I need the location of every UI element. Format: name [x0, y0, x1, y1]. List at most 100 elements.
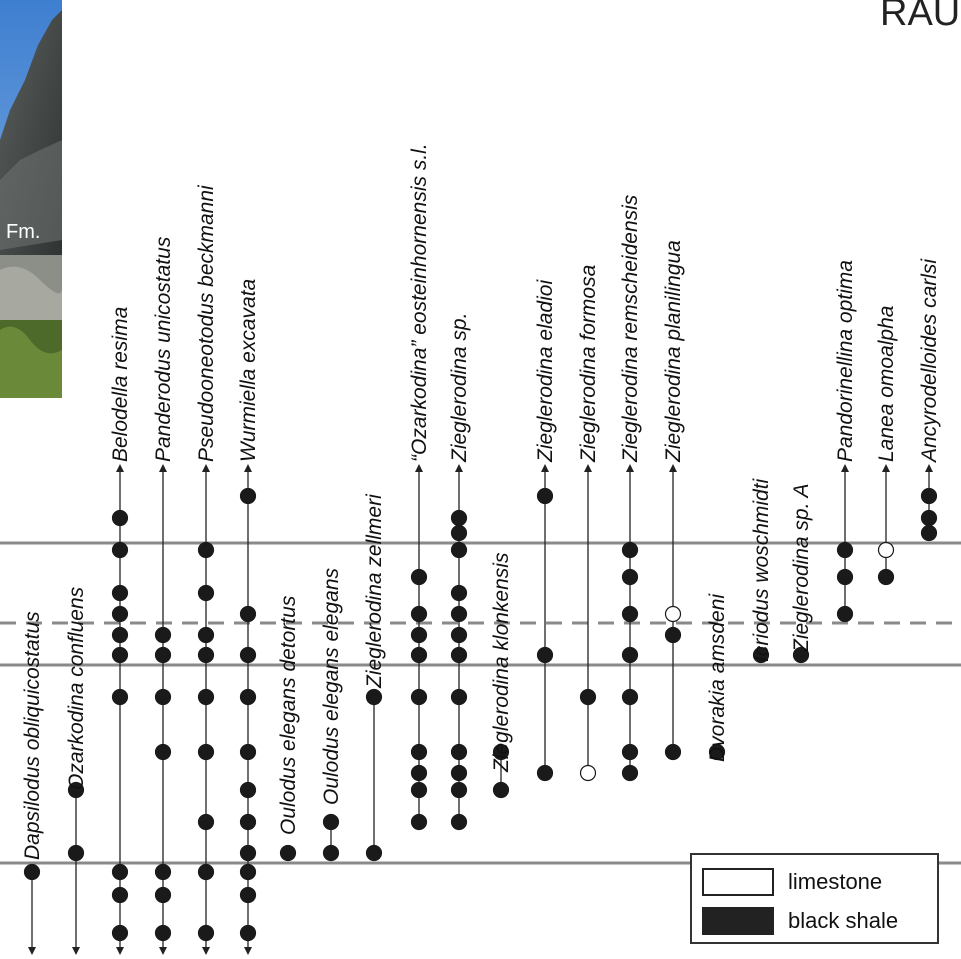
black-shale-occurrence	[450, 813, 468, 831]
black-shale-occurrence	[450, 584, 468, 602]
black-shale-occurrence	[111, 886, 129, 904]
taxon-ranges	[23, 464, 938, 955]
black-shale-occurrence	[197, 584, 215, 602]
range-arrow-down	[28, 947, 36, 955]
black-shale-occurrence	[111, 584, 129, 602]
black-shale-occurrence	[111, 541, 129, 559]
limestone-occurrence	[579, 764, 597, 782]
black-shale-occurrence	[450, 646, 468, 664]
taxon-label: Dapsilodus obliquicostatus	[21, 611, 44, 860]
black-shale-occurrence	[450, 509, 468, 527]
black-shale-occurrence	[239, 886, 257, 904]
black-shale-occurrence	[365, 688, 383, 706]
taxon-label: Belodella resima	[109, 307, 132, 462]
black-shale-occurrence	[239, 781, 257, 799]
black-shale-occurrence	[239, 863, 257, 881]
black-shale-occurrence	[111, 605, 129, 623]
taxon-label: Ancyrodelloides carlsi	[918, 258, 941, 464]
black-shale-occurrence	[450, 541, 468, 559]
black-shale-occurrence	[197, 863, 215, 881]
black-shale-occurrence	[154, 646, 172, 664]
black-shale-occurrence	[450, 781, 468, 799]
taxon-label: Panderodus unicostatus	[152, 236, 175, 462]
black-shale-occurrence	[239, 605, 257, 623]
taxon-label: Zieglerodina remscheidensis	[619, 194, 642, 463]
page-title: RAU	[880, 0, 961, 34]
black-shale-occurrence	[836, 605, 854, 623]
black-shale-occurrence	[450, 524, 468, 542]
black-shale-occurrence	[197, 688, 215, 706]
black-shale-occurrence	[621, 541, 639, 559]
black-shale-occurrence	[410, 764, 428, 782]
black-shale-occurrence	[154, 863, 172, 881]
range-arrow-up	[669, 464, 677, 472]
taxon-label: “Ozarkodina” eosteinhornensis s.l.	[408, 143, 431, 462]
black-shale-occurrence	[920, 487, 938, 505]
black-shale-occurrence	[197, 541, 215, 559]
black-shale-occurrence	[239, 688, 257, 706]
black-shale-occurrence	[197, 813, 215, 831]
black-shale-occurrence	[239, 646, 257, 664]
taxon-label: Zieglerodina formosa	[577, 265, 600, 463]
black-shale-occurrence	[752, 646, 770, 664]
black-shale-occurrence	[23, 863, 41, 881]
taxon-label: Zieglerodina planilingua	[662, 240, 685, 463]
black-shale-occurrence	[239, 743, 257, 761]
black-shale-occurrence	[920, 509, 938, 527]
black-shale-occurrence	[197, 743, 215, 761]
taxon-label: Pseudooneotodus beckmanni	[195, 184, 218, 462]
black-shale-occurrence	[410, 605, 428, 623]
black-shale-occurrence	[239, 487, 257, 505]
black-shale-occurrence	[197, 626, 215, 644]
black-shale-occurrence	[239, 844, 257, 862]
taxon-labels: Dapsilodus obliquicostatus Ozarkodina con…	[21, 143, 941, 860]
taxon-label: Dvorakia amsdeni	[706, 593, 729, 762]
black-shale-occurrence	[536, 764, 554, 782]
taxon-label: Zieglerodina eladioi	[534, 279, 557, 463]
black-shale-occurrence	[322, 813, 340, 831]
black-shale-occurrence	[792, 646, 810, 664]
range-arrow-up	[415, 464, 423, 472]
black-shale-occurrence	[450, 626, 468, 644]
legend: limestone black shale	[690, 853, 939, 944]
black-shale-occurrence	[450, 688, 468, 706]
black-shale-occurrence	[322, 844, 340, 862]
black-shale-occurrence	[492, 781, 510, 799]
black-shale-occurrence	[410, 646, 428, 664]
taxon-label: Oulodus elegans detortus	[277, 595, 300, 835]
black-shale-occurrence	[492, 743, 510, 761]
black-shale-occurrence	[154, 886, 172, 904]
range-arrow-up	[455, 464, 463, 472]
black-shale-occurrence	[279, 844, 297, 862]
legend-label: limestone	[788, 869, 883, 894]
black-shale-occurrence	[450, 605, 468, 623]
horizon-lines	[0, 541, 961, 865]
black-shale-occurrence	[621, 688, 639, 706]
black-shale-occurrence	[111, 924, 129, 942]
outcrop-photo: Fm.	[0, 0, 62, 398]
black-shale-occurrence	[410, 743, 428, 761]
range-arrow-down	[159, 947, 167, 955]
range-arrow-up	[584, 464, 592, 472]
black-shale-occurrence	[197, 646, 215, 664]
black-shale-occurrence	[154, 626, 172, 644]
range-arrow-up	[159, 464, 167, 472]
black-shale-occurrence	[621, 568, 639, 586]
black-shale-occurrence	[67, 781, 85, 799]
black-shale-occurrence	[410, 688, 428, 706]
legend-item-limestone: limestone	[702, 867, 882, 897]
range-arrow-up	[626, 464, 634, 472]
black-shale-occurrence	[877, 568, 895, 586]
black-shale-occurrence	[111, 626, 129, 644]
black-shale-occurrence	[410, 626, 428, 644]
range-arrow-up	[202, 464, 210, 472]
black-shale-occurrence	[708, 743, 726, 761]
black-shale-occurrence	[664, 626, 682, 644]
black-shale-swatch	[702, 907, 774, 935]
black-shale-occurrence	[239, 813, 257, 831]
black-shale-occurrence	[239, 924, 257, 942]
black-shale-occurrence	[836, 568, 854, 586]
black-shale-occurrence	[410, 813, 428, 831]
range-arrow-down	[202, 947, 210, 955]
